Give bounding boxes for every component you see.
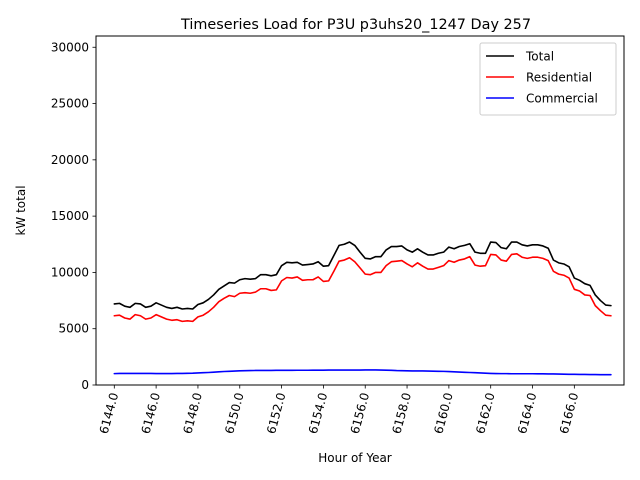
- x-axis-label: Hour of Year: [318, 451, 392, 465]
- y-tick-label: 15000: [51, 209, 89, 223]
- series-line-commercial: [113, 369, 612, 376]
- y-axis-label: kW total: [14, 185, 28, 235]
- plot-frame: [95, 35, 625, 386]
- series-layer: [113, 241, 612, 376]
- legend-label-residential: Residential: [526, 71, 592, 85]
- y-tick-label: 30000: [51, 40, 89, 54]
- legend-label-commercial: Commercial: [526, 92, 598, 106]
- series-line-total: [113, 241, 612, 310]
- legend-box: [479, 42, 617, 116]
- y-tick-label: 20000: [51, 153, 89, 167]
- legend: Total Residential Commercial: [479, 42, 617, 116]
- legend-label-total: Total: [525, 50, 554, 64]
- y-tick-label: 25000: [51, 97, 89, 111]
- chart-title: Timeseries Load for P3U p3uhs20_1247 Day…: [180, 17, 531, 33]
- series-line-residential: [113, 253, 612, 323]
- y-tick-label: 0: [81, 378, 89, 392]
- y-tick-label: 5000: [58, 322, 89, 336]
- y-tick-label: 10000: [51, 265, 89, 279]
